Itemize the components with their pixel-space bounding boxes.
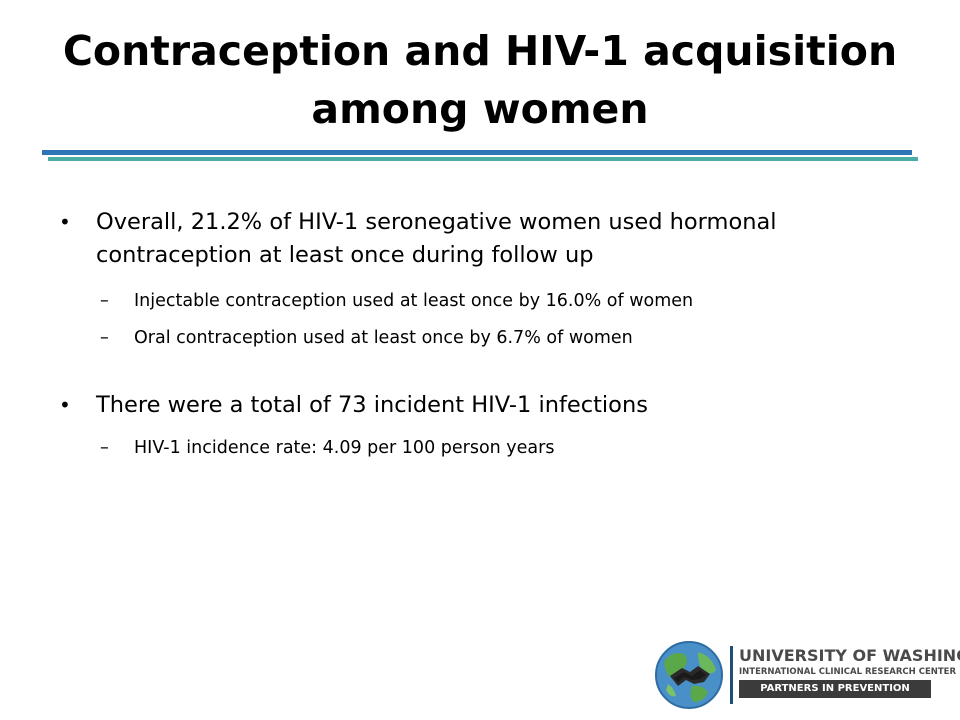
logo-divider	[730, 646, 733, 704]
sub-bullet-item: – Oral contraception used at least once …	[100, 326, 894, 350]
sub-bullet-text: Injectable contraception used at least o…	[134, 291, 694, 311]
bullet-text: Overall, 21.2% of HIV-1 seronegative wom…	[96, 209, 777, 268]
globe-handshake-icon	[655, 641, 723, 709]
title-underline-teal	[48, 157, 918, 161]
sub-bullet-dash: –	[100, 291, 109, 311]
sub-bullet-text: Oral contraception used at least once by…	[134, 328, 633, 348]
sub-bullet-dash: –	[100, 438, 109, 458]
sub-bullet-item: – HIV-1 incidence rate: 4.09 per 100 per…	[100, 436, 894, 460]
sub-bullet-item: – Injectable contraception used at least…	[100, 289, 894, 313]
sub-bullet-text: HIV-1 incidence rate: 4.09 per 100 perso…	[134, 438, 555, 458]
title-underline-blue	[42, 150, 912, 155]
bullet-item: • Overall, 21.2% of HIV-1 seronegative w…	[59, 206, 896, 272]
logo-center-name: INTERNATIONAL CLINICAL RESEARCH CENTER	[739, 667, 957, 677]
slide-title: Contraception and HIV-1 acquisition amon…	[62, 27, 898, 133]
bullet-dot: •	[59, 393, 71, 417]
logo-university-name: UNIVERSITY OF WASHINGTON	[739, 646, 960, 665]
logo-program-banner: PARTNERS IN PREVENTION	[739, 680, 931, 698]
sub-bullet-dash: –	[100, 328, 109, 348]
bullet-text: There were a total of 73 incident HIV-1 …	[96, 392, 648, 418]
uw-icrc-logo: UNIVERSITY OF WASHINGTON INTERNATIONAL C…	[654, 640, 960, 710]
bullet-item: • There were a total of 73 incident HIV-…	[59, 389, 896, 422]
bullet-dot: •	[59, 210, 71, 234]
